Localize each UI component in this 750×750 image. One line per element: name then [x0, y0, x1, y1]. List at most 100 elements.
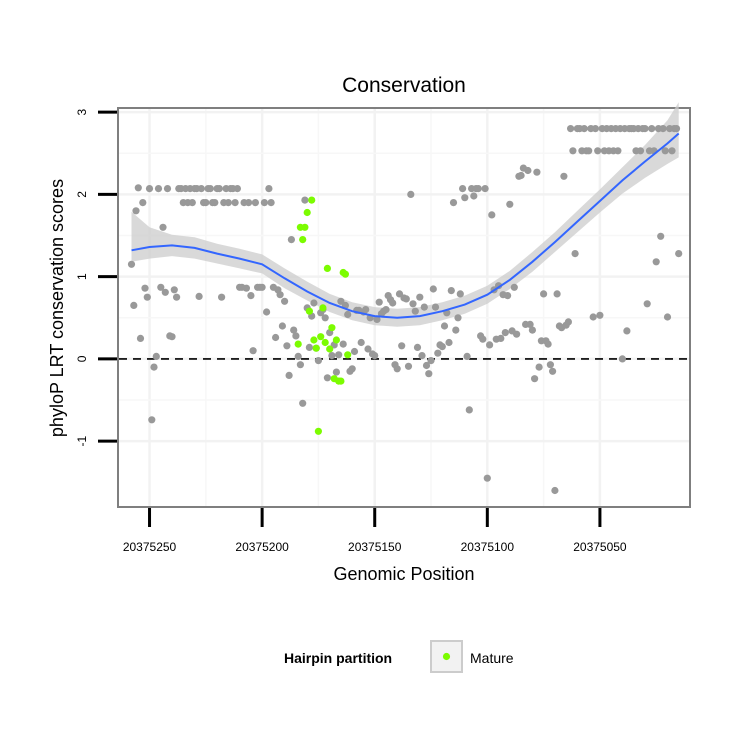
point-other: [431, 303, 440, 311]
point-other: [281, 297, 289, 305]
point-other: [348, 365, 356, 373]
point-other: [173, 293, 181, 301]
point-other: [449, 199, 458, 207]
legend-label-mature: Mature: [470, 650, 514, 666]
point-other: [136, 334, 145, 342]
point-other: [560, 172, 568, 180]
point-mature: [305, 307, 313, 315]
point-other: [483, 474, 491, 482]
point-other: [251, 199, 259, 207]
point-other: [206, 185, 214, 193]
point-other: [393, 365, 401, 373]
point-other: [375, 298, 383, 306]
point-other: [218, 293, 226, 301]
point-mature: [319, 304, 327, 312]
point-other: [168, 333, 176, 341]
point-other: [501, 329, 509, 337]
point-other: [371, 352, 379, 360]
point-other: [668, 147, 676, 155]
x-axis-ticks: 20375250 20375200 20375150 20375100 20375050: [123, 508, 627, 554]
point-other: [517, 171, 525, 180]
point-other: [672, 125, 681, 133]
point-other: [283, 342, 291, 350]
point-other: [479, 335, 487, 343]
y-tick-label: -1: [75, 436, 89, 447]
point-mature: [314, 427, 322, 435]
point-other: [139, 199, 147, 207]
point-mature: [301, 223, 309, 231]
plot-panel: [117, 107, 691, 508]
point-other: [546, 361, 555, 369]
point-other: [648, 125, 656, 133]
point-other: [267, 199, 275, 207]
point-mature: [341, 270, 349, 278]
point-other: [292, 332, 300, 340]
x-tick-label: 20375100: [461, 540, 515, 554]
point-other: [636, 147, 645, 155]
point-other: [497, 334, 505, 342]
point-mature: [321, 338, 329, 347]
point-other: [535, 363, 543, 371]
point-mature: [337, 377, 345, 385]
point-other: [310, 299, 318, 307]
point-other: [224, 199, 232, 207]
point-other: [127, 260, 136, 268]
point-other: [260, 199, 268, 207]
point-other: [141, 284, 149, 292]
point-mature: [303, 208, 311, 217]
point-other: [163, 185, 172, 193]
point-other: [245, 199, 253, 207]
point-other: [454, 314, 462, 322]
point-other: [285, 371, 293, 379]
point-other: [231, 199, 239, 207]
point-other: [170, 286, 178, 294]
point-other: [335, 351, 343, 359]
legend-title: Hairpin partition: [284, 650, 392, 666]
point-other: [211, 199, 219, 207]
point-other: [323, 374, 331, 382]
point-other: [301, 196, 309, 204]
point-other: [202, 199, 210, 207]
point-mature: [323, 264, 331, 272]
point-other: [544, 340, 552, 348]
point-other: [263, 308, 271, 316]
point-other: [589, 313, 597, 321]
point-other: [470, 192, 478, 200]
point-mature: [332, 336, 340, 344]
point-other: [159, 223, 167, 231]
point-other: [154, 185, 163, 193]
point-other: [299, 399, 307, 407]
point-other: [350, 347, 359, 356]
point-other: [339, 340, 347, 348]
point-other: [447, 287, 455, 295]
point-mature: [326, 345, 334, 353]
point-other: [585, 147, 593, 155]
point-other: [364, 345, 372, 353]
point-other: [429, 285, 437, 293]
point-other: [474, 185, 482, 193]
point-other: [440, 322, 449, 330]
point-other: [143, 293, 151, 301]
point-other: [233, 185, 241, 193]
point-other: [258, 283, 266, 291]
point-other: [382, 306, 390, 314]
point-other: [242, 284, 250, 292]
point-other: [652, 258, 660, 266]
point-other: [481, 185, 489, 193]
point-mature: [312, 344, 320, 352]
point-other: [265, 185, 273, 193]
point-other: [294, 352, 302, 360]
point-mature: [328, 324, 336, 332]
legend-key-mature: [442, 652, 451, 661]
point-mature: [344, 351, 352, 359]
point-other: [459, 185, 467, 193]
y-axis-ticks: -1 0 1 2 3: [75, 108, 117, 447]
point-other: [488, 211, 496, 219]
point-other: [540, 290, 548, 298]
point-other: [641, 125, 649, 133]
point-other: [551, 486, 559, 495]
y-tick-label: 3: [75, 108, 89, 115]
point-other: [486, 341, 494, 349]
point-mature: [294, 340, 302, 348]
